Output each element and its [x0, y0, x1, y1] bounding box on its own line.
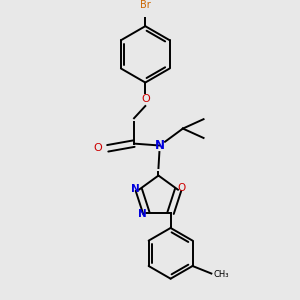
Text: N: N: [138, 209, 147, 219]
Text: N: N: [155, 139, 165, 152]
Text: O: O: [93, 143, 102, 153]
Text: N: N: [131, 184, 140, 194]
Text: O: O: [178, 183, 186, 193]
Text: CH₃: CH₃: [213, 270, 229, 279]
Text: O: O: [141, 94, 150, 104]
Text: Br: Br: [140, 0, 151, 10]
